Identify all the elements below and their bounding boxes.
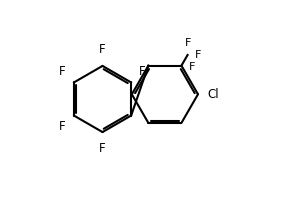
- Text: F: F: [99, 142, 106, 154]
- Text: F: F: [59, 65, 66, 78]
- Text: F: F: [195, 50, 201, 60]
- Text: F: F: [185, 38, 191, 48]
- Text: F: F: [99, 44, 106, 56]
- Text: F: F: [189, 62, 195, 72]
- Text: F: F: [59, 120, 66, 133]
- Text: Cl: Cl: [207, 88, 219, 101]
- Text: F: F: [139, 65, 146, 78]
